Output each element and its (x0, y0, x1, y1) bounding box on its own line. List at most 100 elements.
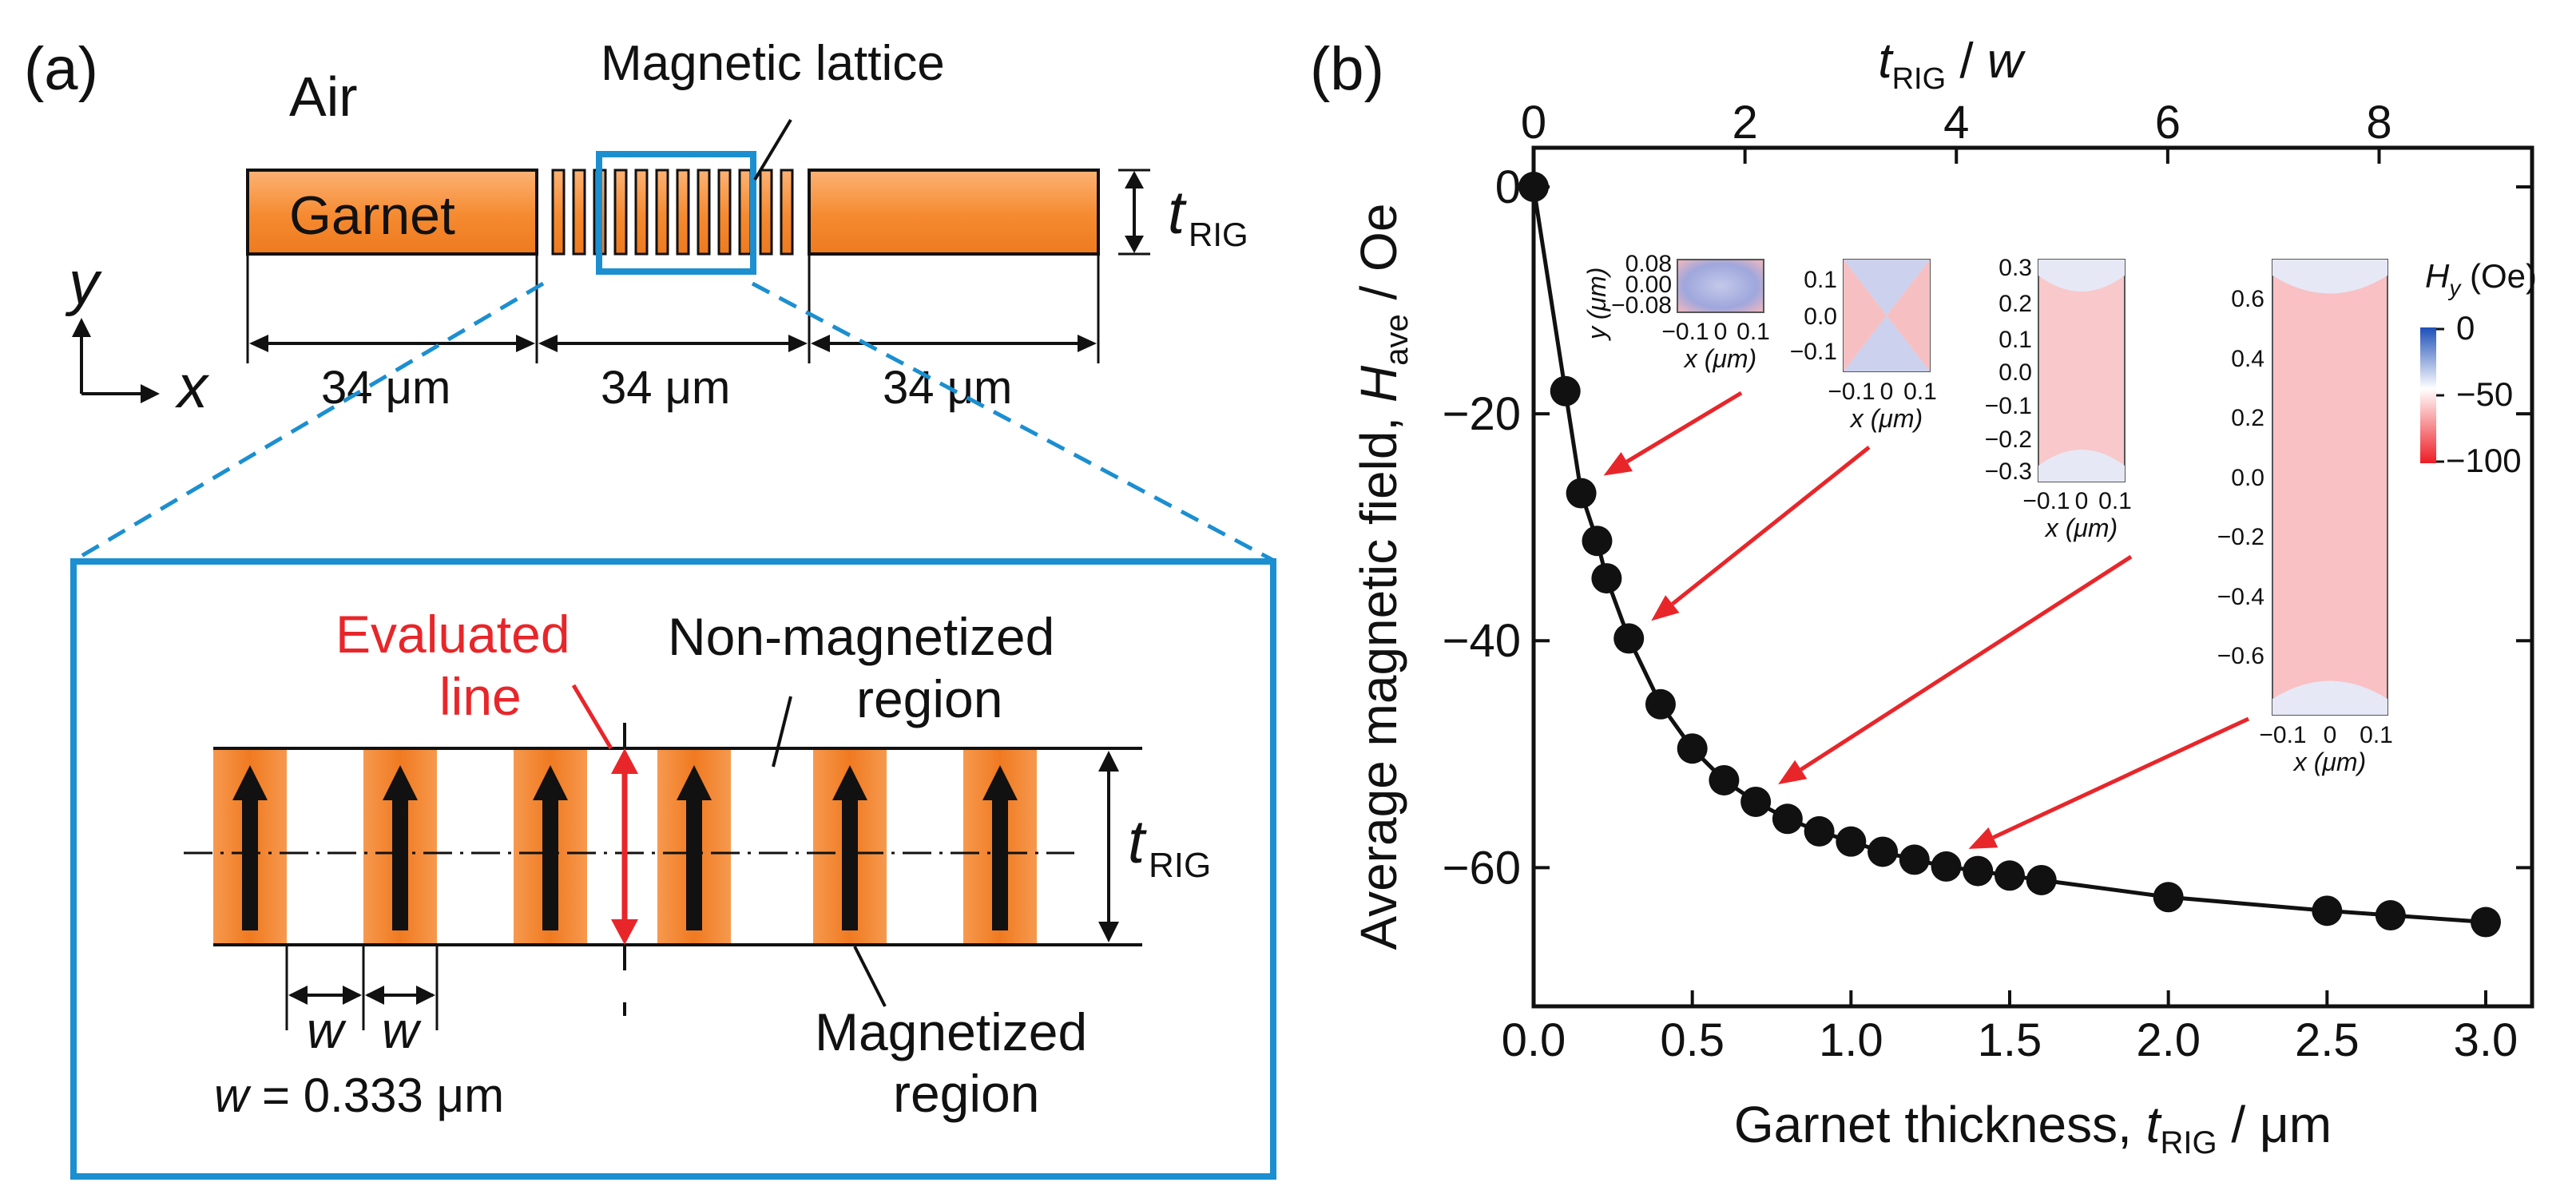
inset-4-xlabel: x (μm) (2292, 748, 2366, 776)
inset-1-xtick-1: 0 (1714, 319, 1728, 345)
inset-3-ytick-1: 0.2 (1998, 291, 2032, 317)
inset-2-xtick-2: 0.1 (1903, 379, 1937, 405)
inset-4-ytick-5: −0.4 (2217, 584, 2264, 610)
data-point (1772, 803, 1803, 835)
x-tick-label: 1.5 (1978, 1014, 2042, 1066)
evaluated-line-text-2: line (439, 667, 522, 726)
y-axis-label: y (65, 249, 102, 317)
inset-2-xtick-0: −0.1 (1828, 379, 1875, 405)
inset-2-xlabel: x (μm) (1849, 404, 1923, 433)
data-point (1995, 860, 2025, 891)
x-tick-label: 0.5 (1660, 1014, 1725, 1066)
x-tick-label: 1.0 (1819, 1014, 1883, 1066)
inset-1-xlabel: x (μm) (1683, 344, 1756, 373)
data-point (1550, 375, 1581, 407)
inset-arrowhead (1778, 760, 1808, 784)
y-axis-title: Average magnetic field, Have / Oe (1350, 204, 1415, 950)
data-point (2026, 864, 2057, 895)
top-tick-label: 8 (2366, 97, 2391, 149)
garnet-label: Garnet (289, 185, 455, 246)
inset-3-ytick-3: 0.0 (1998, 359, 2032, 386)
data-point (2153, 882, 2184, 913)
dimension-lines (246, 254, 1100, 363)
magnetized-text-1: Magnetized (815, 1002, 1087, 1061)
inset-1-ytick-2: −0.08 (1611, 292, 1672, 319)
data-point (2375, 900, 2406, 931)
inset-3: 0.3 0.2 0.1 0.0 −0.1 −0.2 −0.3 −0.1 0 0.… (1985, 255, 2132, 542)
y-tick-label: 0 (1495, 161, 1521, 213)
x-tick-label: 0.0 (1502, 1014, 1566, 1066)
evaluated-line-text-1: Evaluated (335, 605, 570, 664)
zoom-dashed-right (751, 281, 1276, 563)
inset-4-ytick-0: 0.6 (2231, 286, 2264, 312)
x-tick-label: 2.0 (2136, 1014, 2201, 1066)
dim-label-middle: 34 μm (601, 362, 730, 414)
inset-4: 0.6 0.4 0.2 0.0 −0.2 −0.4 −0.6 −0.1 0 0.… (2217, 259, 2393, 776)
data-point (2471, 906, 2501, 938)
inset-arrowhead (1651, 595, 1680, 621)
inset-4-ytick-4: −0.2 (2217, 524, 2264, 550)
top-tick-label: 2 (1732, 97, 1757, 149)
inset-3-xtick-1: 0 (2075, 488, 2089, 514)
data-point (1518, 172, 1549, 202)
inset-1-ytick-0: 0.08 (1625, 251, 1672, 277)
lattice-leader-line (753, 118, 792, 181)
axes-layer: 0.0 0.5 1.0 1.5 2.0 2.5 3.0 0 2 4 6 8 0 −20 −40 −60 (1443, 97, 2532, 1066)
inset-4-ytick-2: 0.2 (2231, 405, 2264, 431)
inset-3-ytick-4: −0.1 (1985, 393, 2032, 419)
inset-1-map (1677, 259, 1764, 313)
t-rig-symbol: t (1168, 179, 1187, 247)
x-tick-label: 3.0 (2454, 1014, 2518, 1066)
air-label: Air (289, 65, 358, 128)
inset-arrowhead (1968, 827, 1998, 849)
inset-2-ytick-2: −0.1 (1790, 339, 1837, 365)
colorbar-tick-100: −100 (2446, 442, 2522, 479)
top-tick-label: 4 (1943, 97, 1969, 149)
data-point (1677, 733, 1708, 764)
inset-4-ytick-3: 0.0 (2231, 465, 2264, 491)
inset-2-ytick-1: 0.0 (1804, 303, 1837, 330)
inset-1-ytick-1: 0.00 (1625, 272, 1672, 298)
y-tick-label: −40 (1443, 615, 1521, 667)
lattice-stripes (551, 169, 794, 256)
y-tick-label: −60 (1443, 842, 1521, 894)
zoom-dashed-left (72, 281, 545, 563)
inset-4-xtick-1: 0 (2324, 722, 2337, 748)
inset-arrows (1603, 391, 2250, 849)
y-tick-label: −20 (1443, 388, 1521, 440)
inset-2-ytick-0: 0.1 (1804, 267, 1837, 293)
inset-1: 0.08 0.00 −0.08 y (μm) −0.1 0 0.1 x (μm) (1582, 251, 1770, 373)
data-point (1931, 851, 1962, 882)
inset-3-ytick-6: −0.3 (1985, 458, 2032, 485)
data-point (1963, 855, 1994, 887)
non-magnetized-text-2: region (856, 669, 1002, 728)
w-caption-symbol: w (214, 1069, 252, 1122)
x-tick-label: 2.5 (2295, 1014, 2360, 1066)
panel-b-label: (b) (1310, 35, 1384, 103)
inset-arrowhead (1603, 452, 1633, 476)
x-axis-label: x (174, 353, 210, 421)
w-caption: w = 0.333 μm (214, 1069, 504, 1122)
inset-3-ytick-5: −0.2 (1985, 426, 2032, 453)
inset-4-map (2272, 259, 2388, 716)
inset-2-xtick-1: 0 (1880, 379, 1894, 405)
inset-1-xtick-2: 0.1 (1737, 319, 1770, 345)
data-point (1709, 764, 1740, 795)
inset-1-xtick-0: −0.1 (1661, 319, 1709, 345)
data-point (1740, 786, 1772, 817)
colorbar-title: Hy (Oe) (2425, 257, 2537, 300)
panel-a: (a) Air Magnetic lattice Garnet t (24, 35, 1276, 1180)
inset-1-ylabel: y (μm) (1582, 268, 1611, 341)
garnet-left-block (246, 169, 538, 256)
top-tick-label: 6 (2155, 97, 2181, 149)
data-layer (1518, 172, 2501, 938)
detail-t-symbol: t (1128, 808, 1147, 876)
top-tick-label: 0 (1521, 97, 1546, 149)
inset-4-ytick-1: 0.4 (2231, 346, 2264, 372)
non-magnetized-text-1: Non-magnetized (668, 607, 1054, 666)
magnetized-leader (853, 946, 887, 1007)
colorbar-tick-50: −50 (2456, 375, 2513, 413)
detail-t-subscript: RIG (1149, 846, 1211, 885)
evaluated-line-leader (571, 684, 613, 750)
inset-4-ytick-6: −0.6 (2217, 643, 2264, 669)
